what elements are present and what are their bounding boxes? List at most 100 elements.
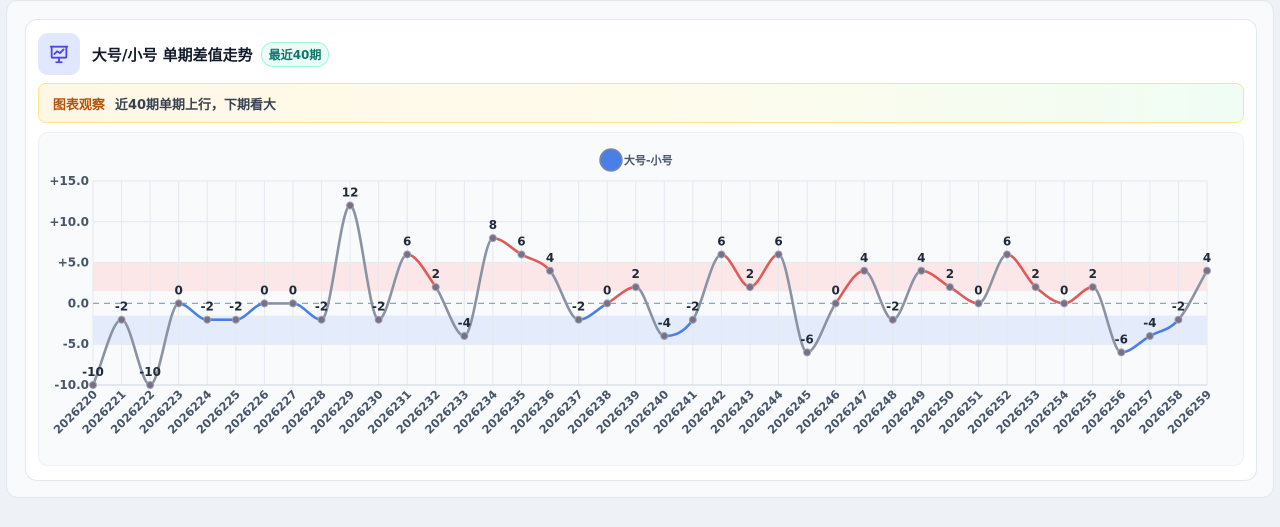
data-label: 4 (1203, 251, 1211, 265)
data-point (1145, 332, 1154, 341)
period-badge: 最近40期 (260, 41, 330, 67)
data-point (660, 332, 669, 341)
data-point (717, 250, 726, 259)
data-point (431, 283, 440, 292)
series-segment (348, 204, 380, 322)
data-point (288, 299, 297, 308)
data-label: 8 (489, 218, 497, 232)
data-point (174, 299, 183, 308)
data-label: 0 (260, 283, 268, 297)
data-label: 6 (774, 234, 782, 248)
y-tick-label: 0.0 (68, 296, 89, 310)
data-label: -2 (201, 300, 214, 314)
page-title: 大号/小号 单期差值走势 (92, 45, 253, 64)
data-point (631, 283, 640, 292)
data-point (688, 315, 697, 324)
data-label: -2 (1172, 300, 1185, 314)
data-point (803, 348, 812, 357)
chart-card: 大号/小号 单期差值走势 最近40期 图表观察 近40期单期上行，下期看大 +1… (25, 19, 1257, 481)
data-label: -2 (372, 300, 385, 314)
data-point (1003, 250, 1012, 259)
data-label: 6 (517, 234, 525, 248)
y-tick-label: +15.0 (49, 174, 89, 188)
data-point (974, 299, 983, 308)
data-label: 6 (1003, 234, 1011, 248)
data-point (603, 299, 612, 308)
data-label: 2 (746, 267, 754, 281)
data-label: 0 (974, 283, 982, 297)
data-label: 0 (175, 283, 183, 297)
data-label: 4 (546, 251, 554, 265)
data-label: -4 (458, 316, 471, 330)
data-point (117, 315, 126, 324)
series-segment (463, 236, 495, 338)
data-point (89, 381, 97, 389)
data-label: -2 (115, 300, 128, 314)
y-tick-label: -5.0 (63, 337, 89, 351)
data-point (945, 283, 954, 292)
y-tick-label: +5.0 (58, 256, 89, 270)
legend-marker (599, 148, 623, 172)
data-label: 2 (632, 267, 640, 281)
data-label: 6 (403, 234, 411, 248)
data-point (888, 315, 897, 324)
chart-area: +15.0 +10.0 +5.0 0.0 -5.0 -10.0 大号-小号 -10 -2 -10 0… (38, 132, 1244, 466)
data-label: 0 (1060, 283, 1068, 297)
data-label: -2 (572, 300, 585, 314)
data-point (231, 315, 240, 324)
series-segment (777, 253, 809, 354)
data-label: -6 (1115, 332, 1128, 346)
line-chart: +15.0 +10.0 +5.0 0.0 -5.0 -10.0 大号-小号 -10 -2 -10 0… (49, 148, 1214, 437)
data-label: -4 (1143, 316, 1156, 330)
data-label: -2 (886, 300, 899, 314)
data-label: 0 (289, 283, 297, 297)
card-header: 大号/小号 单期差值走势 最近40期 (38, 32, 330, 76)
y-tick-label: +10.0 (49, 215, 89, 229)
data-point (517, 250, 526, 259)
data-label: -2 (229, 300, 242, 314)
data-point (546, 266, 555, 275)
data-label: 0 (603, 283, 611, 297)
data-point (460, 332, 469, 341)
data-point (1060, 299, 1069, 308)
data-point (1088, 283, 1097, 292)
data-label: 2 (946, 267, 954, 281)
data-point (403, 250, 412, 259)
data-point (374, 315, 383, 324)
series-segment (148, 302, 180, 387)
observation-text: 近40期单期上行，下期看大 (115, 97, 277, 113)
data-point (745, 283, 754, 292)
data-point (1203, 266, 1211, 275)
data-point (574, 315, 583, 324)
data-label: -6 (800, 332, 813, 346)
data-label: 4 (860, 251, 868, 265)
data-point (1117, 348, 1126, 357)
data-label: 2 (432, 267, 440, 281)
data-point (1174, 315, 1183, 324)
data-point (1031, 283, 1040, 292)
data-label: 2 (1031, 267, 1039, 281)
data-label: -10 (82, 365, 104, 379)
data-point (203, 315, 212, 324)
data-label: -2 (315, 300, 328, 314)
data-point (917, 266, 926, 275)
series-segment (320, 204, 352, 322)
data-label: 4 (917, 251, 925, 265)
data-label: -2 (686, 300, 699, 314)
data-label: -10 (139, 365, 161, 379)
data-label: 12 (342, 185, 359, 199)
data-point (831, 299, 840, 308)
band-1 (93, 315, 1207, 345)
data-point (488, 234, 497, 243)
legend-label: 大号-小号 (624, 153, 673, 167)
observation-label: 图表观察 (53, 97, 106, 113)
data-point (260, 299, 269, 308)
data-label: 0 (831, 283, 839, 297)
data-point (774, 250, 783, 259)
data-point (146, 381, 155, 389)
observation-banner: 图表观察 近40期单期上行，下期看大 (38, 83, 1244, 123)
data-point (317, 315, 326, 324)
data-point (346, 201, 355, 210)
data-label: 2 (1089, 267, 1097, 281)
data-point (860, 266, 869, 275)
